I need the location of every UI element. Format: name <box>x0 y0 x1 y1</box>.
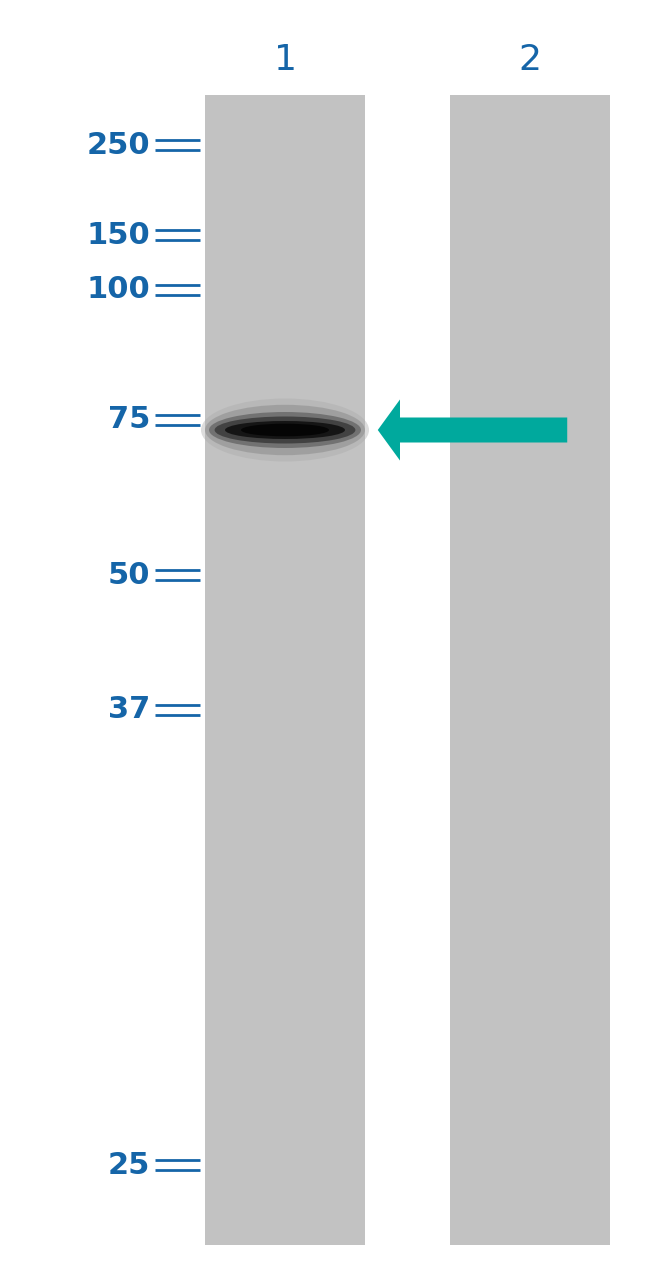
Bar <box>205 95 365 1245</box>
Text: 2: 2 <box>519 43 541 77</box>
Ellipse shape <box>214 417 356 443</box>
Ellipse shape <box>225 420 345 439</box>
Bar <box>450 95 610 1245</box>
Text: 50: 50 <box>107 560 150 589</box>
Ellipse shape <box>209 411 361 448</box>
Text: 25: 25 <box>108 1151 150 1180</box>
Ellipse shape <box>241 424 329 437</box>
Text: 150: 150 <box>86 221 150 249</box>
Text: 250: 250 <box>86 131 150 160</box>
Text: 1: 1 <box>274 43 296 77</box>
Text: 100: 100 <box>86 276 150 305</box>
Ellipse shape <box>201 399 369 461</box>
Text: 75: 75 <box>108 405 150 434</box>
Ellipse shape <box>205 405 365 455</box>
Text: 37: 37 <box>108 696 150 724</box>
